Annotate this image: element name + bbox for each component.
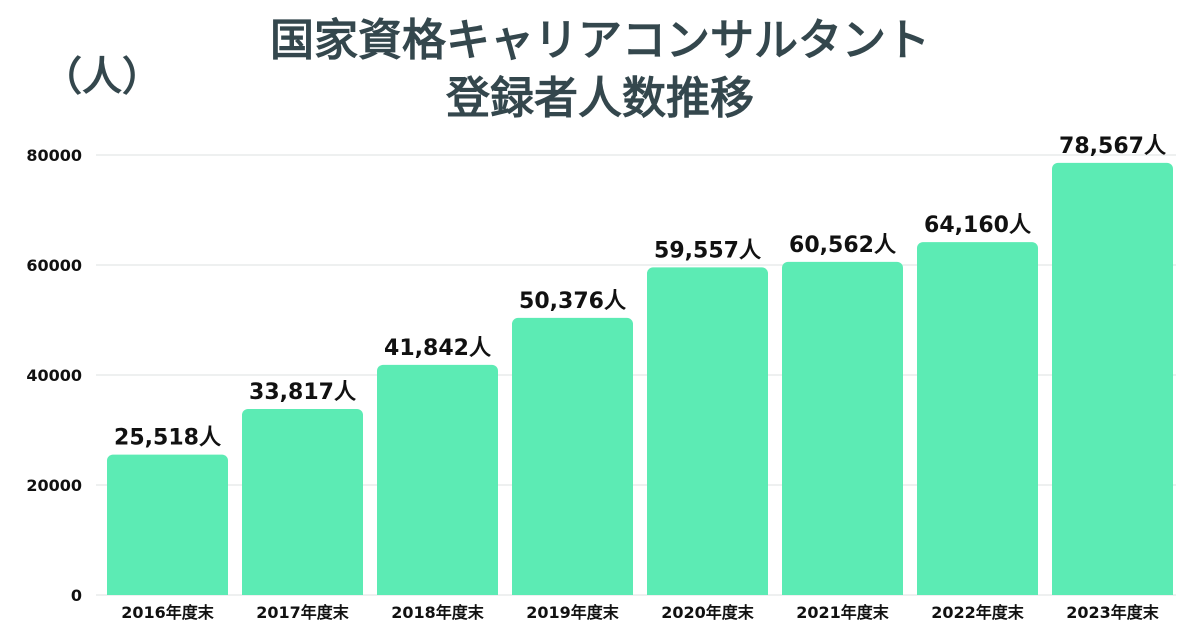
bar-base [377, 587, 498, 595]
bar [377, 364, 498, 595]
bar-value-label: 41,842人 [384, 336, 491, 361]
y-tick-label: 80000 [26, 146, 82, 165]
bar [242, 409, 363, 595]
y-unit-label: （人） [42, 54, 162, 100]
bar-base [647, 587, 768, 595]
bar [917, 242, 1038, 595]
bar-base [782, 587, 903, 595]
bar-value-label: 60,562人 [789, 233, 896, 258]
x-tick-label: 2023年度末 [1066, 603, 1160, 622]
bar-base [917, 587, 1038, 595]
y-tick-label: 20000 [26, 476, 82, 495]
x-tick-label: 2022年度末 [931, 603, 1025, 622]
x-tick-label: 2017年度末 [256, 603, 350, 622]
bar-value-label: 64,160人 [924, 213, 1031, 238]
bar [107, 454, 228, 595]
x-tick-label: 2021年度末 [796, 603, 890, 622]
y-tick-label: 40000 [26, 366, 82, 385]
chart-title: 国家資格キャリアコンサルタント 登録者人数推移 [0, 12, 1200, 128]
bar-base [1052, 587, 1173, 595]
bar-value-label: 33,817人 [249, 380, 356, 405]
x-tick-label: 2019年度末 [526, 603, 620, 622]
bar-base [242, 587, 363, 595]
bar-base [107, 587, 228, 595]
x-tick-label: 2018年度末 [391, 603, 485, 622]
x-tick-label: 2020年度末 [661, 603, 755, 622]
chart-title-line-2: 登録者人数推移 [446, 73, 754, 124]
bar [512, 317, 633, 595]
bar-value-label: 25,518人 [114, 426, 221, 451]
y-tick-label: 0 [71, 586, 82, 605]
bar-value-label: 78,567人 [1059, 134, 1166, 159]
bar-base [512, 587, 633, 595]
bar-value-label: 50,376人 [519, 289, 626, 314]
y-tick-label: 60000 [26, 256, 82, 275]
chart-title-line-1: 国家資格キャリアコンサルタント [270, 15, 930, 66]
bar [782, 261, 903, 595]
bar [1052, 162, 1173, 595]
bar-value-label: 59,557人 [654, 238, 761, 263]
x-tick-label: 2016年度末 [121, 603, 215, 622]
bar [647, 267, 768, 595]
